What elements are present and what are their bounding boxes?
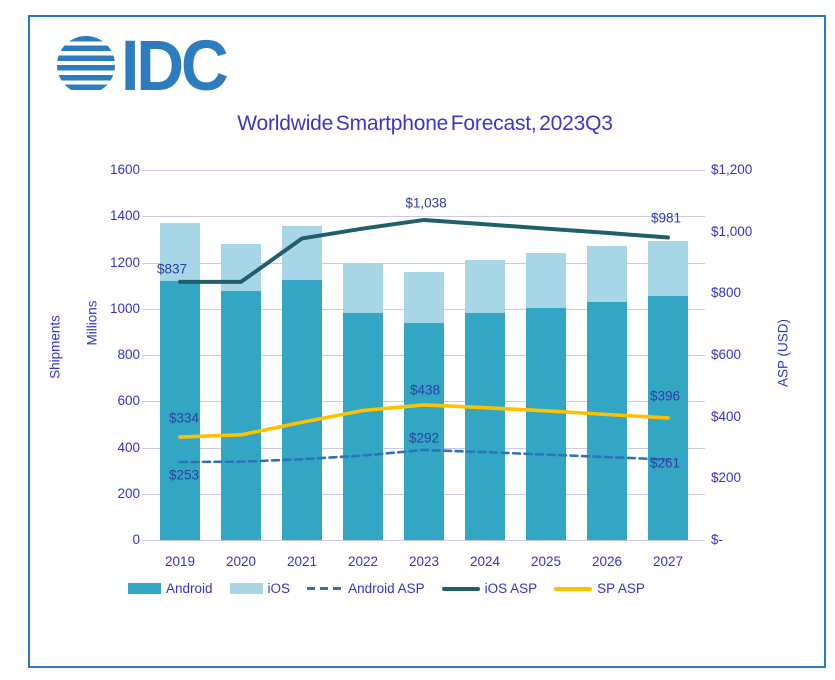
legend-label: iOS ASP [484, 581, 538, 596]
legend-label: Android ASP [348, 581, 425, 596]
bar-android-2021 [282, 279, 322, 540]
data-label-sp-asp-2027: $396 [649, 388, 681, 404]
right-axis-tick-label: $800 [711, 285, 742, 301]
idc-globe-icon [57, 36, 115, 94]
data-label-ios-asp-2019: $837 [156, 261, 188, 277]
data-label-ios-asp-2023: $1,038 [405, 195, 447, 211]
idc-logo: IDC [57, 25, 229, 105]
data-label-ios-asp-2027: $981 [650, 210, 682, 226]
data-label-android-asp-2023: $292 [408, 430, 440, 446]
right-axis-tick-label: $400 [711, 408, 742, 424]
right-axis-tick-label: $200 [711, 470, 742, 486]
chart-title: Worldwide Smartphone Forecast, 2023Q3 [237, 112, 613, 135]
bar-android-2022 [343, 313, 383, 540]
legend-swatch-line [554, 586, 593, 591]
left-axis-tickmark [142, 355, 150, 356]
left-axis-tick-label: 400 [117, 439, 140, 455]
x-axis-label-2026: 2026 [591, 554, 623, 569]
left-axis-tickmark [142, 262, 150, 264]
data-label-android-asp-2027: $261 [649, 455, 681, 471]
x-axis-label-2020: 2020 [225, 554, 257, 569]
data-label-sp-asp-2023: $438 [409, 382, 441, 398]
legend-swatch-line [441, 586, 480, 591]
legend-swatch-dash [307, 587, 344, 590]
bar-ios-2021 [282, 225, 322, 280]
x-axis-label-2027: 2027 [652, 554, 684, 569]
legend-label: Android [166, 581, 213, 596]
bar-ios-2023 [404, 271, 444, 323]
right-axis-tick-label: $1,000 [711, 223, 753, 239]
left-axis-tickmark [142, 493, 150, 495]
legend-item-android-asp: Android ASP [307, 581, 425, 596]
x-axis-label-2022: 2022 [347, 554, 379, 569]
left-axis-tick-label: 600 [117, 393, 140, 409]
left-axis-tick-label: 1400 [109, 208, 140, 224]
data-label-android-asp-2019: $253 [168, 467, 200, 483]
left-axis-tick-label: 800 [117, 347, 140, 362]
legend-label: SP ASP [597, 581, 645, 596]
bar-android-2024 [465, 313, 505, 540]
right-axis-label: ASP (USD) [775, 318, 791, 388]
bar-ios-2020 [221, 244, 261, 292]
bar-android-2025 [526, 307, 566, 540]
legend-swatch-bar [229, 583, 263, 594]
left-axis-tickmark [142, 447, 150, 449]
x-axis-label-2021: 2021 [286, 554, 318, 569]
bar-ios-2024 [465, 260, 505, 314]
left-axis-outer-label: Shipments [47, 315, 63, 379]
left-axis-tick-label: 200 [117, 485, 140, 501]
left-axis-tickmark [142, 216, 150, 218]
legend-item-ios: iOS [229, 581, 291, 596]
gridline [150, 170, 705, 171]
right-axis-tick-label: $600 [711, 347, 742, 362]
bar-android-2026 [587, 301, 627, 540]
chart-legend: Android iOS Android ASP iOS ASP SP ASP [128, 581, 645, 596]
legend-label: iOS [267, 581, 291, 596]
left-axis-tickmark [142, 401, 150, 403]
x-axis-label-2019: 2019 [164, 554, 196, 569]
left-axis-tickmark [142, 308, 150, 310]
left-axis-tick-label: 1000 [109, 300, 140, 316]
left-axis-tickmark [142, 540, 150, 541]
x-axis-label-2025: 2025 [530, 554, 562, 569]
bar-ios-2026 [587, 246, 627, 302]
left-axis-tick-label: 0 [132, 532, 140, 547]
legend-item-sp-asp: SP ASP [554, 581, 645, 596]
bar-android-2027 [648, 296, 688, 540]
legend-item-ios-asp: iOS ASP [441, 581, 538, 596]
bar-ios-2025 [526, 253, 566, 308]
data-label-sp-asp-2019: $334 [168, 410, 200, 426]
gridline [150, 216, 705, 218]
x-axis-label-2023: 2023 [408, 554, 440, 569]
right-axis-tick-label: $1,200 [711, 162, 753, 177]
bar-ios-2022 [343, 262, 383, 314]
legend-item-android: Android [128, 581, 213, 596]
idc-logo-text: IDC [121, 25, 229, 105]
x-axis-label-2024: 2024 [469, 554, 501, 569]
left-axis-tickmark [142, 170, 150, 171]
left-axis-tick-label: 1200 [109, 254, 140, 270]
bar-android-2020 [221, 291, 261, 540]
bar-ios-2027 [648, 240, 688, 297]
right-axis-tick-label: $- [711, 532, 724, 547]
gridline [150, 540, 705, 541]
legend-swatch-bar [128, 583, 161, 594]
left-axis-tick-label: 1600 [109, 162, 140, 177]
